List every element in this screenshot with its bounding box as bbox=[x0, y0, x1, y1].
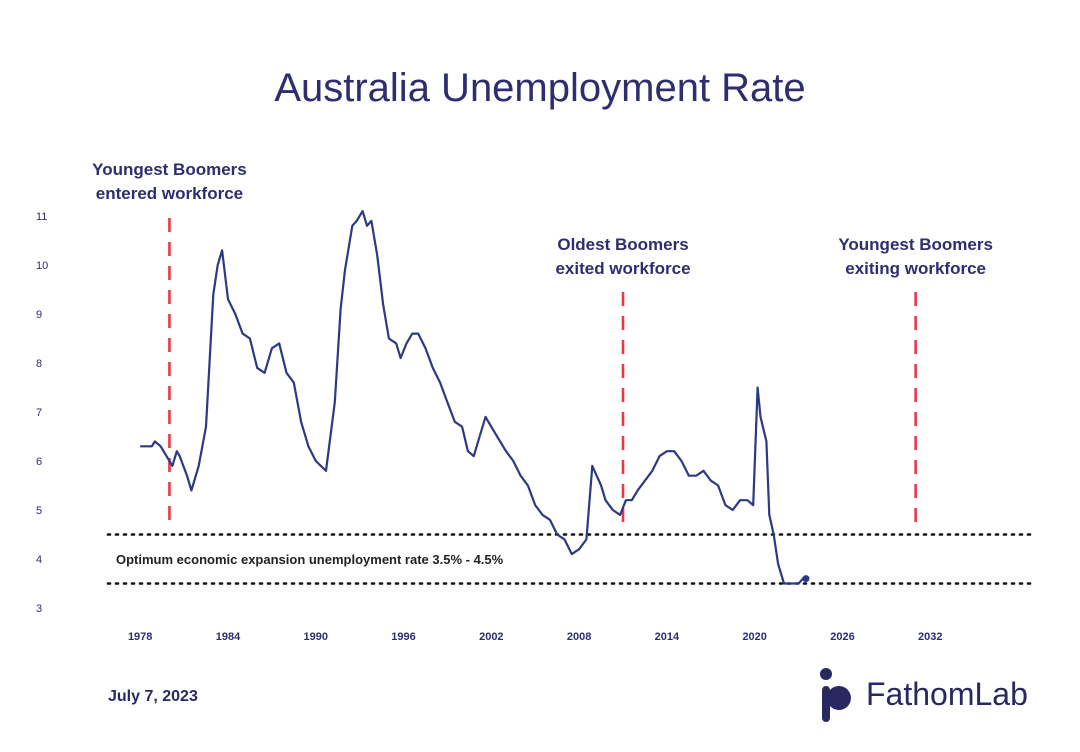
y-tick-label: 10 bbox=[36, 260, 48, 272]
series-line bbox=[140, 210, 806, 585]
y-tick-label: 8 bbox=[36, 358, 42, 370]
chart-title: Australia Unemployment Rate bbox=[274, 66, 806, 110]
x-tick-label: 1990 bbox=[304, 631, 328, 643]
brand-name: FathomLab bbox=[866, 675, 1028, 712]
line-chart: 3 4 5 6 7 8 9 10 11 1978 1984 1990 1996 2002 2008 2014… bbox=[36, 160, 1038, 643]
x-tick-label: 2008 bbox=[567, 631, 591, 643]
y-tick-label: 9 bbox=[36, 309, 42, 321]
fathomlab-logo-icon bbox=[820, 668, 851, 722]
series-group bbox=[140, 210, 810, 585]
x-tick-label: 1996 bbox=[391, 631, 415, 643]
y-tick-label: 6 bbox=[36, 456, 42, 468]
annotation-line-2: exited workforce bbox=[555, 259, 690, 278]
y-tick-label: 4 bbox=[36, 554, 42, 566]
reference-bands: Optimum economic expansion unemployment … bbox=[106, 533, 1038, 585]
y-axis-ticks: 3 4 5 6 7 8 9 10 11 bbox=[36, 211, 48, 615]
report-date: July 7, 2023 bbox=[108, 688, 198, 705]
event-markers: Youngest Boomers entered workforce Oldest … bbox=[92, 160, 993, 528]
x-tick-label: 1984 bbox=[216, 631, 241, 643]
band-label: Optimum economic expansion unemployment … bbox=[116, 552, 504, 567]
x-tick-label: 2032 bbox=[918, 631, 942, 643]
x-tick-label: 1978 bbox=[128, 631, 152, 643]
annotation-line-2: entered workforce bbox=[96, 184, 243, 203]
annotation-line-1: Youngest Boomers bbox=[92, 160, 247, 179]
y-tick-label: 5 bbox=[36, 505, 42, 517]
x-axis-ticks: 1978 1984 1990 1996 2002 2008 2014 2020 2026 2032 bbox=[128, 631, 943, 643]
y-tick-label: 7 bbox=[36, 407, 42, 419]
annotation-line-2: exiting workforce bbox=[845, 259, 986, 278]
x-tick-label: 2026 bbox=[830, 631, 854, 643]
x-tick-label: 2014 bbox=[655, 631, 680, 643]
brand-logo: FathomLab bbox=[816, 664, 1028, 724]
x-tick-label: 2020 bbox=[742, 631, 766, 643]
y-tick-label: 11 bbox=[36, 211, 47, 223]
x-tick-label: 2002 bbox=[479, 631, 503, 643]
series-end-point bbox=[802, 575, 810, 583]
y-tick-label: 3 bbox=[36, 603, 42, 615]
annotation-line-1: Oldest Boomers bbox=[557, 235, 688, 254]
annotation-line-1: Youngest Boomers bbox=[838, 235, 993, 254]
